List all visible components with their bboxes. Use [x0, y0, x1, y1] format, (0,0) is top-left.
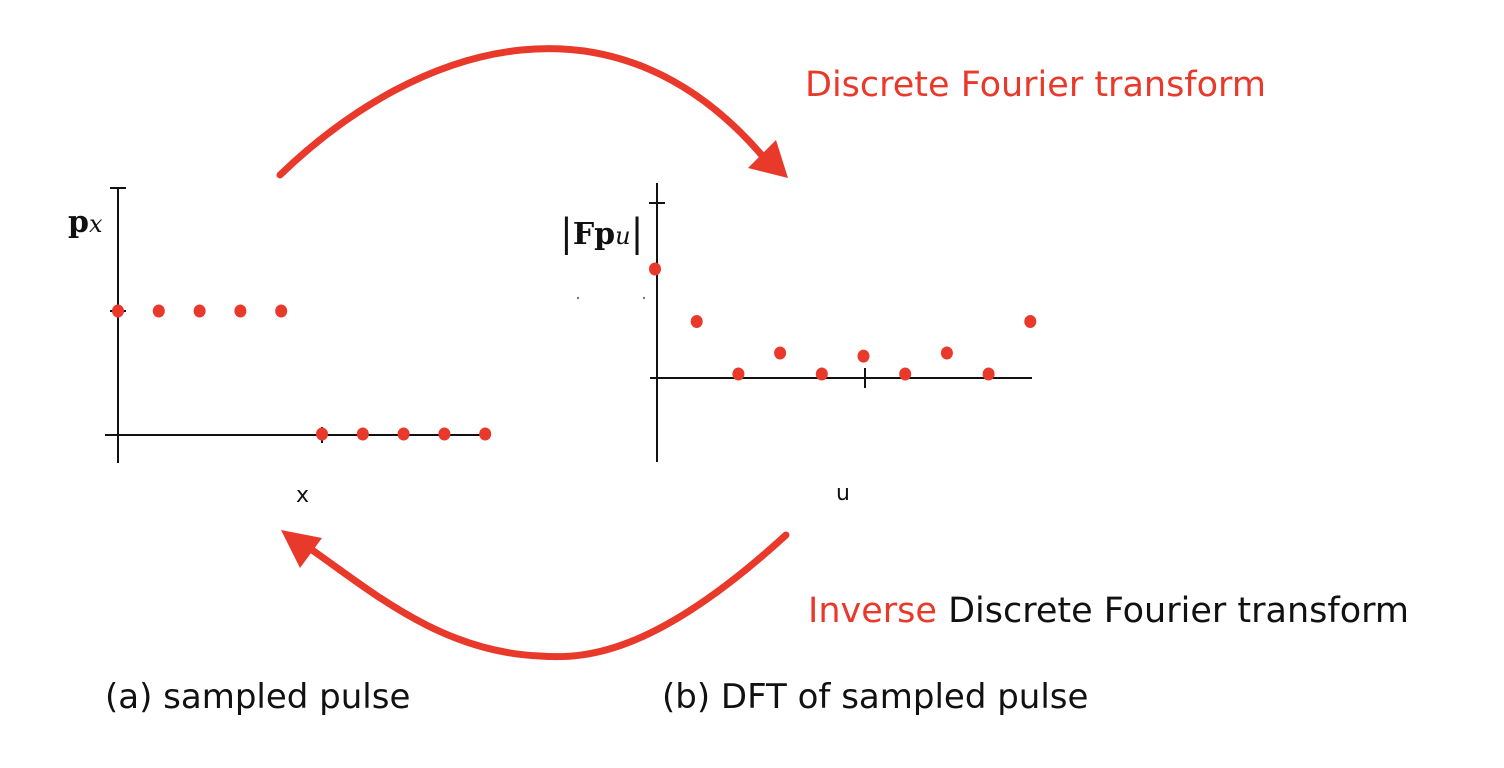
inverse-arrow: [301, 531, 790, 661]
sample-point: [982, 367, 995, 381]
sample-point: [152, 304, 165, 318]
forward-arrow: [276, 45, 774, 179]
sample-point: [899, 367, 912, 381]
caption-left: (a) sampled pulse: [105, 677, 411, 717]
sample-point: [857, 349, 870, 363]
inverse-title-rest: Discrete Fourier transform: [948, 591, 1409, 631]
plot-left-y-symbol: p: [68, 205, 89, 240]
sample-point: [479, 427, 492, 441]
sample-point: [397, 427, 410, 441]
stray-dot: [642, 296, 646, 300]
stray-dot: [576, 296, 580, 300]
plot-right-axes: [649, 183, 1032, 462]
sample-point: [112, 304, 124, 318]
sample-point: [649, 262, 661, 276]
plot-right-points: [649, 262, 1037, 381]
sample-point: [193, 304, 206, 318]
sample-point: [1024, 315, 1037, 328]
sample-point: [234, 304, 247, 318]
plot-right-y-subscript: u: [615, 222, 631, 250]
sample-point: [732, 367, 745, 381]
sample-point: [356, 427, 369, 441]
abs-bar-left: |: [560, 211, 573, 255]
sample-point: [815, 367, 828, 381]
plot-right-y-label: |Fpu|: [560, 212, 643, 252]
plot-left-points: [112, 304, 492, 441]
abs-bar-right: |: [630, 211, 644, 255]
forward-arrowhead: [748, 140, 788, 178]
caption-right: (b) DFT of sampled pulse: [662, 677, 1089, 717]
sample-point: [316, 427, 328, 441]
plot-right-x-label: u: [836, 481, 850, 506]
sample-point: [275, 304, 288, 318]
sample-point: [774, 346, 787, 360]
sample-point: [690, 315, 703, 328]
sample-point: [940, 346, 953, 360]
plot-right-y-symbol: Fp: [572, 217, 616, 252]
plot-left-y-subscript: x: [88, 210, 103, 238]
forward-title: Discrete Fourier transform: [805, 65, 1266, 105]
sample-point: [438, 427, 451, 441]
inverse-title-highlight: Inverse: [808, 591, 937, 631]
plot-left-axes: [105, 187, 490, 463]
plot-left-x-label: x: [296, 483, 310, 508]
inverse-title: Inverse Discrete Fourier transform: [808, 594, 1409, 629]
inverse-arrowhead: [281, 530, 322, 568]
plot-left-y-label: px: [68, 208, 103, 238]
